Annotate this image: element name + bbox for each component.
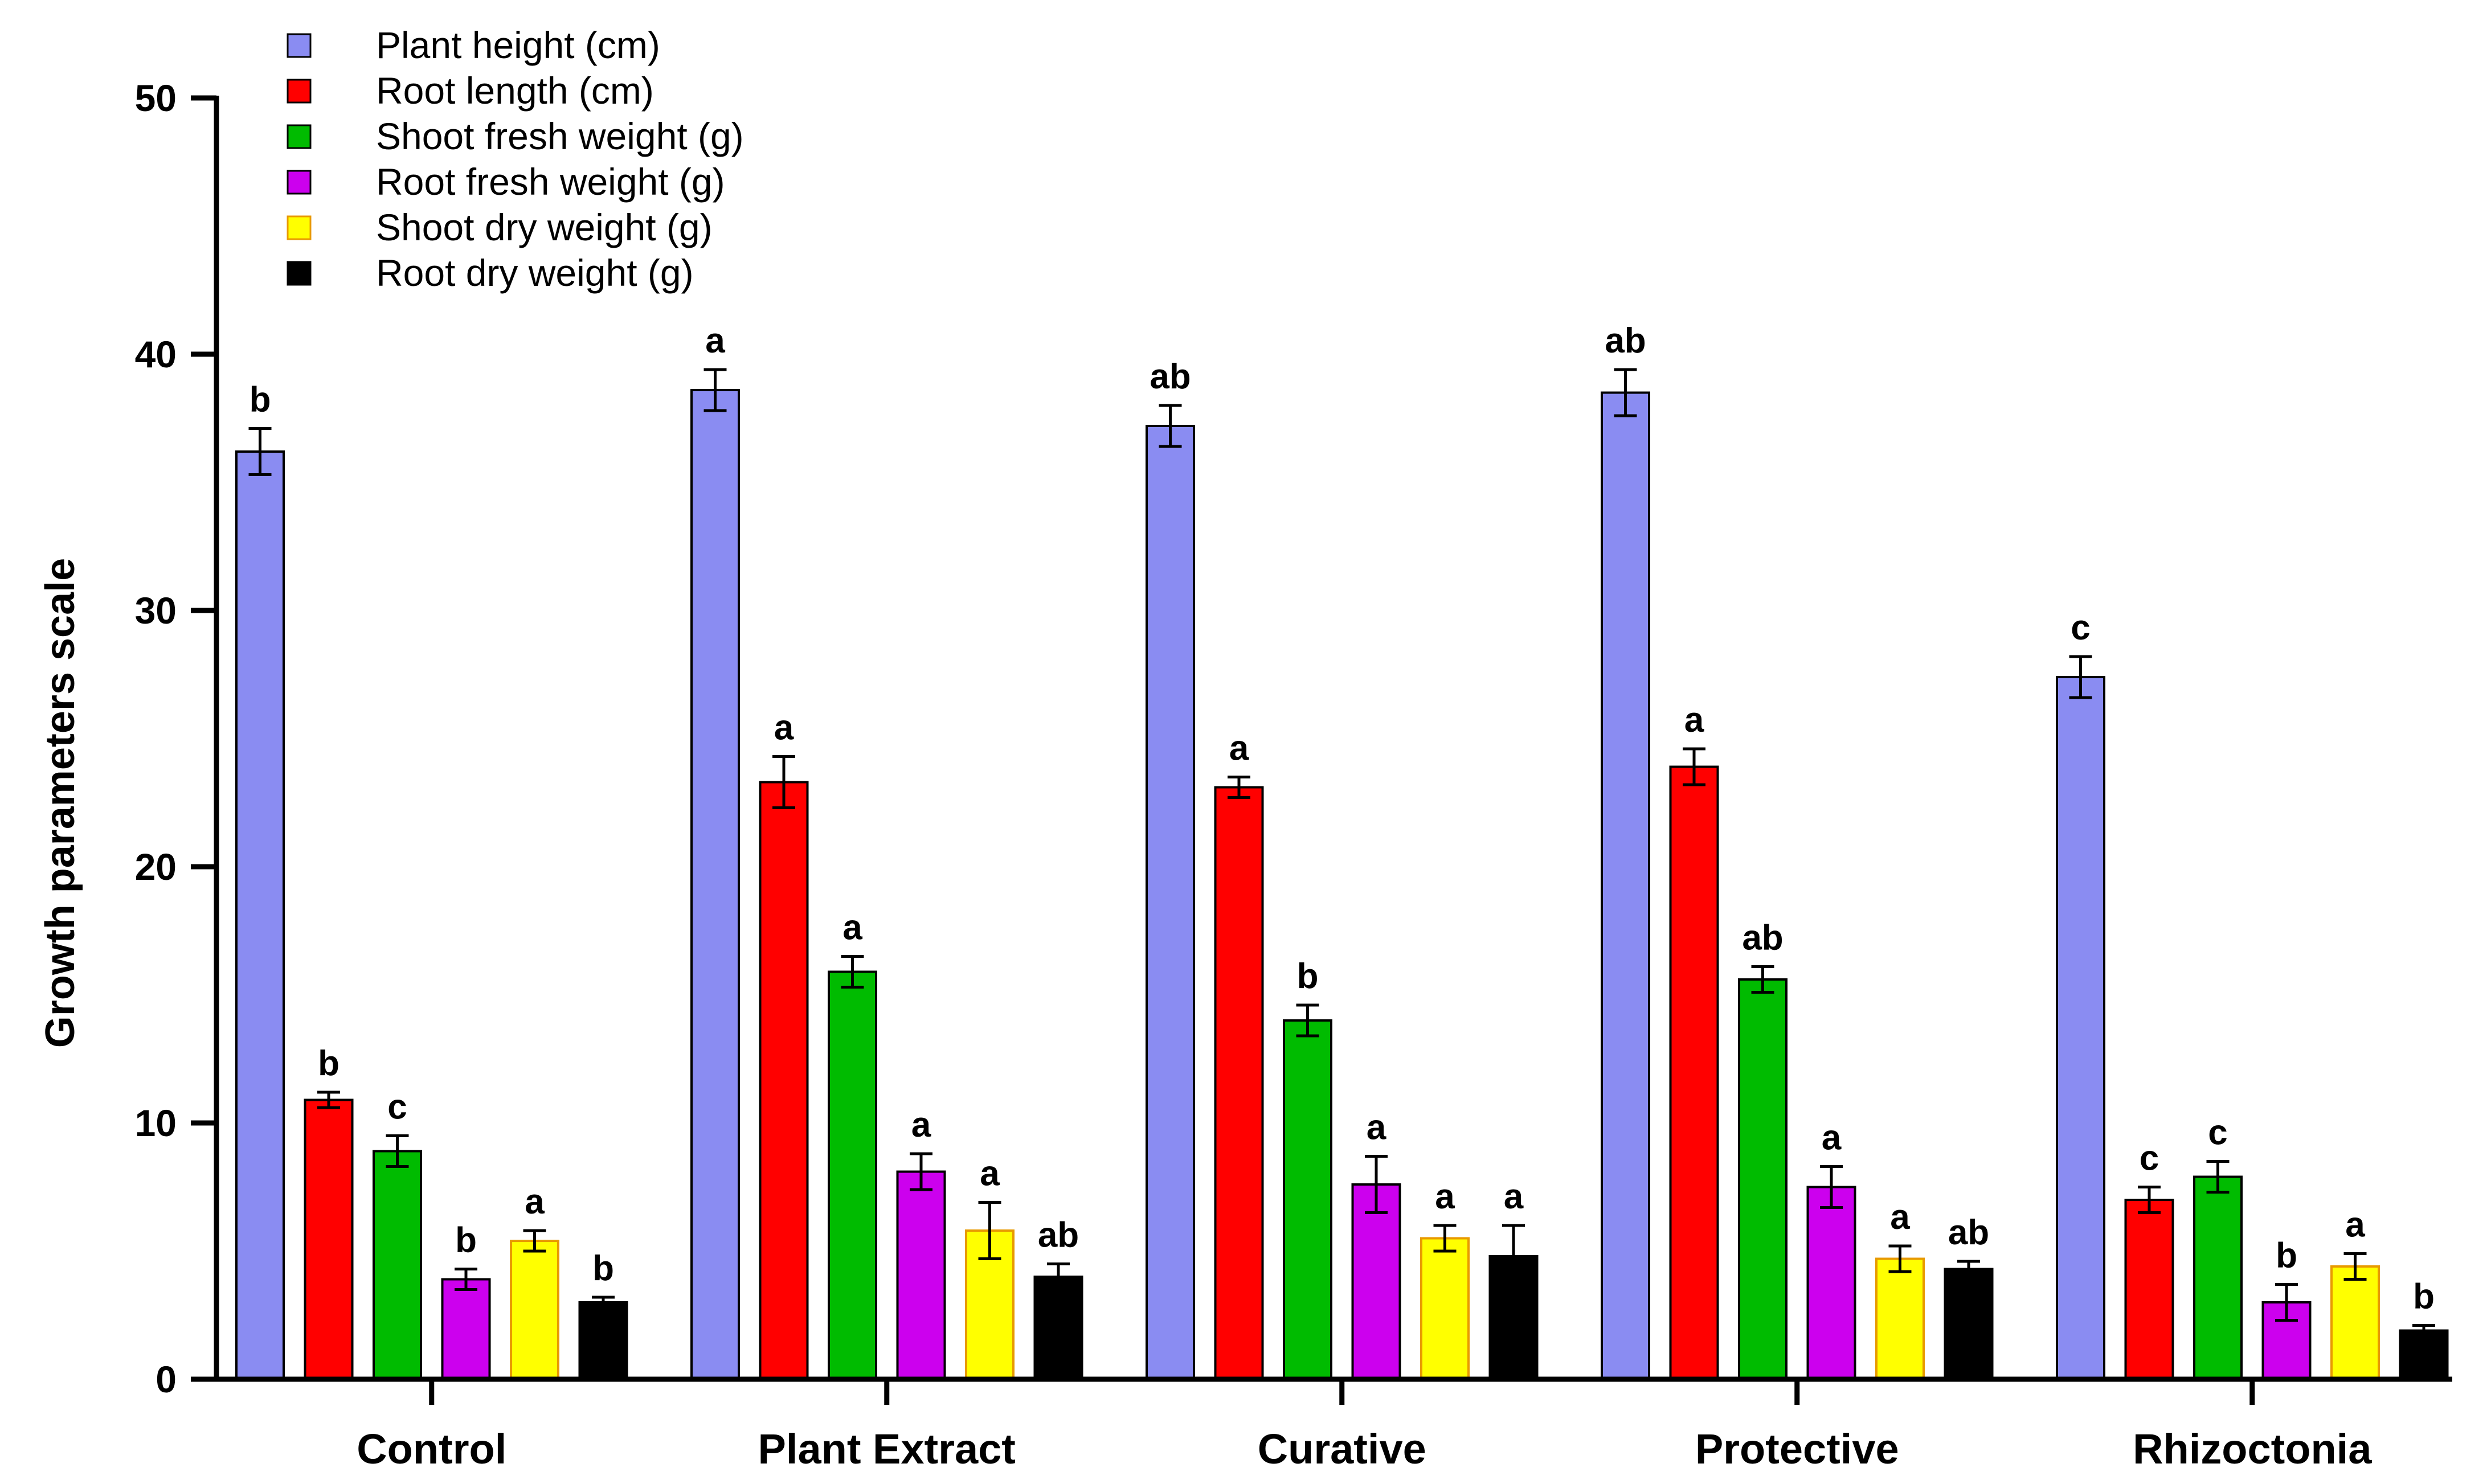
- bar: [759, 781, 809, 1380]
- significance-letter: b: [2413, 1277, 2435, 1317]
- category-label: Rhizoctonia: [2133, 1425, 2372, 1473]
- significance-letter: a: [1890, 1198, 1910, 1237]
- legend-label: Shoot dry weight (g): [376, 206, 713, 248]
- bar: [578, 1301, 628, 1380]
- legend-marker: [287, 170, 312, 195]
- y-tick-label: 30: [135, 589, 177, 632]
- legend-marker: [287, 215, 312, 240]
- category-label: Control: [357, 1425, 506, 1473]
- significance-letter: a: [705, 321, 725, 360]
- y-tick-label: 20: [135, 846, 177, 888]
- bar: [2399, 1329, 2449, 1380]
- bar: [1806, 1186, 1856, 1380]
- significance-letter: ab: [1038, 1216, 1079, 1255]
- bar: [304, 1098, 354, 1380]
- legend-label: Root fresh weight (g): [376, 161, 725, 203]
- y-axis-label: Growth parameters scale: [38, 558, 83, 1048]
- bar: [1033, 1276, 1083, 1380]
- bar: [1875, 1257, 1925, 1380]
- bar: [235, 450, 285, 1380]
- bar: [828, 970, 877, 1380]
- significance-letter: ab: [1150, 357, 1191, 396]
- category-label: Plant Extract: [758, 1425, 1016, 1473]
- bar: [510, 1240, 559, 1380]
- significance-letter: a: [842, 908, 862, 948]
- significance-letter: c: [2071, 608, 2090, 647]
- legend-marker: [287, 33, 312, 58]
- y-tick-label: 0: [156, 1358, 177, 1400]
- significance-letter: a: [2345, 1206, 2365, 1245]
- bar: [1944, 1268, 1994, 1380]
- significance-letter: a: [980, 1154, 1000, 1194]
- bar: [1601, 391, 1650, 1380]
- bar: [2193, 1175, 2243, 1380]
- y-tick-label: 50: [135, 77, 177, 119]
- bar: [690, 389, 740, 1380]
- category-label: Protective: [1695, 1425, 1899, 1473]
- significance-letter: a: [1504, 1177, 1524, 1216]
- legend-label: Plant height (cm): [376, 24, 660, 66]
- bar: [1738, 978, 1788, 1380]
- significance-letter: b: [1297, 957, 1319, 996]
- significance-letter: ab: [1948, 1213, 1989, 1252]
- significance-letter: a: [525, 1182, 545, 1221]
- bar: [1283, 1019, 1332, 1380]
- significance-letter: a: [911, 1105, 931, 1145]
- significance-letter: b: [318, 1044, 340, 1083]
- bar: [441, 1278, 491, 1380]
- axes-layer: 0 10 20 30 40 50 Control Plant Extract Curative P…: [135, 77, 2452, 1473]
- significance-letter: a: [1229, 729, 1249, 768]
- legend-label: Root dry weight (g): [376, 252, 694, 294]
- significance-letter: a: [1822, 1118, 1842, 1158]
- significance-letter: ab: [1605, 321, 1646, 360]
- bar: [1351, 1183, 1401, 1380]
- y-tick-label: 10: [135, 1102, 177, 1144]
- significance-letter: c: [387, 1088, 407, 1127]
- significance-letter: c: [2140, 1139, 2159, 1178]
- bar: [2330, 1265, 2380, 1380]
- bar: [2056, 676, 2105, 1380]
- legend-label: Shoot fresh weight (g): [376, 115, 744, 157]
- bar: [2124, 1199, 2174, 1380]
- bar: [373, 1150, 422, 1380]
- significance-letter: a: [1684, 700, 1704, 740]
- category-label: Curative: [1258, 1425, 1426, 1473]
- significance-letter: c: [2208, 1113, 2227, 1153]
- significance-letter: b: [592, 1249, 614, 1288]
- significance-letter: a: [1435, 1177, 1455, 1216]
- legend-marker: [287, 261, 312, 286]
- bar: [1420, 1237, 1470, 1380]
- significance-letter: a: [1367, 1108, 1386, 1147]
- y-tick-label: 40: [135, 333, 177, 375]
- significance-letter: b: [249, 380, 271, 420]
- legend: Plant height (cm)Root length (cm)Shoot f…: [287, 24, 744, 294]
- legend-marker: [287, 124, 312, 149]
- bar: [1214, 786, 1264, 1380]
- bar: [1669, 765, 1719, 1380]
- significance-letter: b: [455, 1221, 477, 1260]
- significance-letter: a: [774, 708, 794, 748]
- legend-label: Root length (cm): [376, 69, 654, 112]
- significance-letter: ab: [1742, 919, 1783, 958]
- legend-marker: [287, 79, 312, 104]
- significance-letter: b: [2276, 1236, 2297, 1276]
- bar: [896, 1170, 946, 1380]
- bar: [1146, 425, 1195, 1380]
